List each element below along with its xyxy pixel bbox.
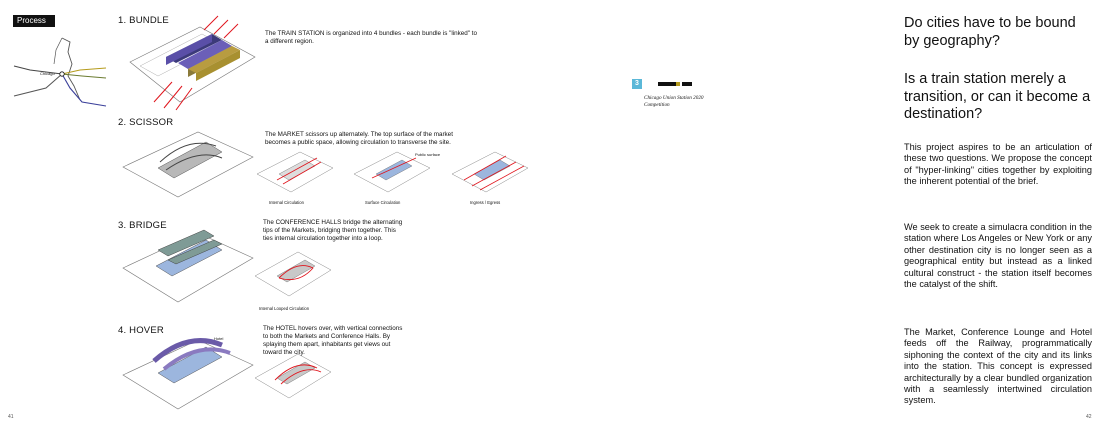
paragraph-1: This project aspires to be an articulati… bbox=[904, 142, 1092, 187]
step-title-bundle: 1. BUNDLE bbox=[118, 15, 169, 26]
bridge-looped-circulation bbox=[254, 251, 332, 297]
map-city-label: Chicago bbox=[40, 71, 55, 76]
paragraph-3: The Market, Conference Lounge and Hotel … bbox=[904, 327, 1092, 406]
question-2: Is a train station merely a transition, … bbox=[904, 71, 1091, 122]
page-number-left: 41 bbox=[8, 414, 14, 420]
caption-internal-circulation: Internal Circulation bbox=[269, 200, 304, 205]
step-title-hover: 4. HOVER bbox=[118, 325, 164, 336]
hover-diagram bbox=[122, 338, 254, 410]
step-description-bridge: The CONFERENCE HALLS bridge the alternat… bbox=[263, 219, 403, 242]
page-number-right: 42 bbox=[1086, 414, 1092, 420]
competition-bar-black bbox=[658, 82, 676, 86]
step-title-bridge: 3. BRIDGE bbox=[118, 220, 167, 231]
scissor-ingress-egress bbox=[451, 151, 529, 193]
scissor-surface-circulation bbox=[353, 151, 431, 193]
step-title-scissor: 2. SCISSOR bbox=[118, 117, 174, 128]
competition-bar-olive bbox=[676, 82, 680, 86]
caption-internal-looped-circulation: Internal Looped Circulation bbox=[259, 306, 310, 311]
caption-surface-circulation: Surface Circulation bbox=[365, 200, 401, 205]
scissor-diagram bbox=[122, 131, 254, 198]
process-label: Process bbox=[13, 15, 55, 27]
question-1: Do cities have to be bound by geography? bbox=[904, 15, 1076, 49]
bundle-diagram bbox=[129, 15, 256, 111]
step-description-bundle: The TRAIN STATION is organized into 4 bu… bbox=[265, 30, 478, 45]
competition-number-badge: 3 bbox=[632, 79, 642, 89]
competition-title: Chicago Union Station 2020 bbox=[644, 95, 704, 101]
hotel-annotation: Hotel bbox=[214, 336, 224, 341]
public-surface-annotation: Public surface bbox=[415, 152, 441, 157]
hover-circulation bbox=[254, 353, 332, 399]
competition-subtitle: Competition bbox=[644, 102, 670, 108]
caption-ingress-egress: Ingress / Egress bbox=[470, 200, 501, 205]
chicago-rail-map bbox=[13, 37, 107, 107]
competition-bar-black-2 bbox=[682, 82, 692, 86]
paragraph-2: We seek to create a simulacra condition … bbox=[904, 222, 1092, 290]
step-description-scissor: The MARKET scissors up alternately. The … bbox=[265, 131, 453, 146]
step-description-hover: The HOTEL hovers over, with vertical con… bbox=[263, 325, 403, 356]
scissor-internal-circulation bbox=[256, 151, 334, 193]
bridge-diagram bbox=[122, 229, 254, 303]
